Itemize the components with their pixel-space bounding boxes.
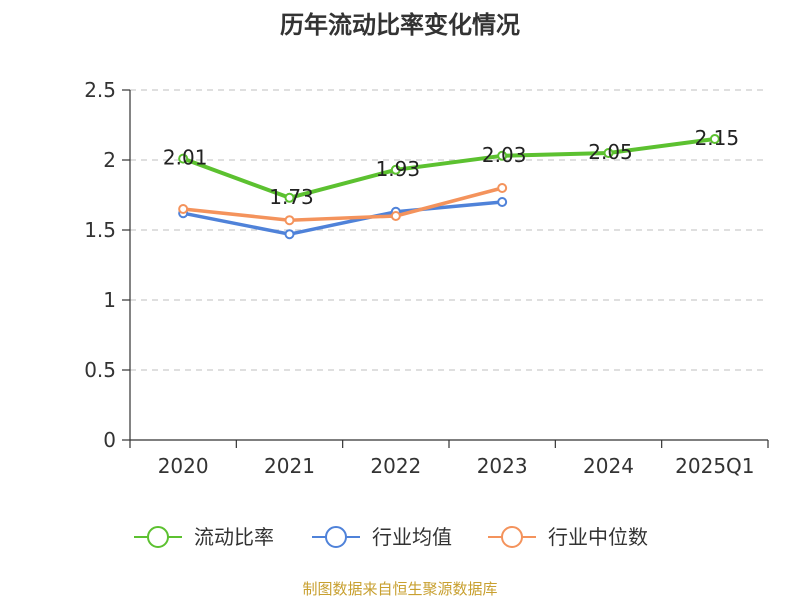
data-point: [284, 229, 295, 240]
data-point: [284, 192, 295, 203]
data-label: 2.15: [695, 126, 740, 150]
x-tick-label: 2020: [158, 454, 209, 478]
data-point: [497, 197, 508, 207]
axes: 0 0.5 1 1.5 2 2.5 2020 2021 2022 2023 2024 2025Q1: [84, 78, 769, 478]
data-label: 2.01: [163, 146, 208, 170]
y-tick-label: 1: [103, 288, 116, 312]
data-label: 1.73: [269, 185, 314, 209]
y-tick-label: 0.5: [84, 358, 116, 382]
data-point: [603, 148, 614, 158]
source-note: 制图数据来自恒生聚源数据库: [302, 580, 497, 598]
x-tick-label: 2021: [264, 454, 315, 478]
data-point: [497, 150, 508, 161]
y-tick-label: 2.5: [84, 78, 116, 102]
legend-marker: [501, 526, 523, 548]
data-point: [178, 204, 189, 214]
data-label: 1.93: [376, 157, 421, 181]
grid: [130, 89, 768, 371]
data-point: [709, 134, 720, 144]
y-tick-label: 1.5: [84, 218, 116, 242]
legend: 流动比率 行业均值 行业中位数: [134, 525, 648, 549]
legend-label: 行业均值: [372, 525, 452, 549]
x-tick-label: 2024: [583, 454, 634, 478]
series-line-3: [182, 186, 503, 222]
series-line-2: [182, 200, 503, 236]
series: [178, 134, 720, 240]
series-line-1: [182, 137, 716, 200]
data-point: [390, 211, 401, 221]
data-point: [178, 153, 189, 164]
chart-title: 历年流动比率变化情况: [280, 11, 520, 39]
x-tick-label: 2022: [370, 454, 421, 478]
data-labels: 2.01 1.73 1.93 2.03 2.05 2.15: [163, 126, 739, 209]
data-point: [390, 164, 401, 175]
legend-marker: [147, 526, 169, 548]
x-tick-label: 2023: [477, 454, 528, 478]
x-tick-label: 2025Q1: [675, 454, 754, 478]
legend-label: 行业中位数: [548, 525, 648, 549]
legend-label: 流动比率: [194, 525, 274, 549]
data-label: 2.03: [482, 143, 527, 167]
y-tick-label: 0: [103, 428, 116, 452]
data-point: [497, 183, 508, 193]
y-tick-label: 2: [103, 148, 116, 172]
legend-marker: [325, 526, 347, 548]
data-label: 2.05: [588, 140, 633, 164]
data-point: [284, 215, 295, 226]
